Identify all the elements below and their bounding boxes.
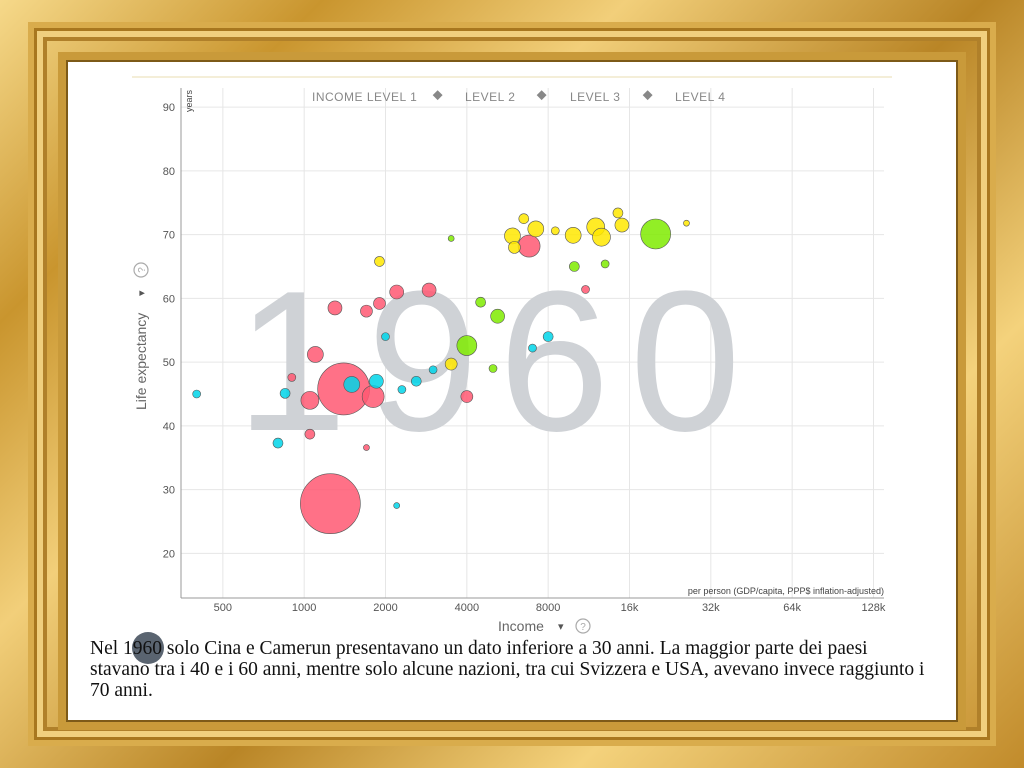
data-bubble — [456, 335, 478, 356]
x-axis-unit: per person (GDP/capita, PPP$ inflation-a… — [688, 586, 884, 596]
data-bubble — [343, 376, 361, 393]
data-bubble — [279, 388, 291, 399]
x-tick-label: 500 — [214, 602, 232, 614]
legend[interactable]: INCOME LEVEL 1 LEVEL 2 LEVEL 3 LEVEL 4 — [312, 90, 725, 104]
data-bubble — [527, 220, 545, 238]
data-bubble — [542, 331, 554, 342]
y-tick-label: 90 — [163, 102, 175, 114]
data-bubble — [300, 473, 361, 534]
data-bubble — [327, 300, 343, 316]
bubbles — [192, 207, 690, 534]
data-bubble — [369, 373, 384, 389]
data-bubble — [397, 385, 407, 394]
legend-item[interactable]: LEVEL 4 — [675, 90, 725, 104]
data-bubble — [192, 389, 201, 399]
data-bubble — [508, 241, 521, 254]
data-bubble — [490, 308, 505, 324]
data-bubble — [393, 502, 400, 509]
y-tick-label: 20 — [163, 548, 175, 560]
y-tick-label: 70 — [163, 230, 175, 242]
y-axis-help-icon[interactable] — [133, 262, 149, 278]
x-tick-label: 8000 — [536, 602, 560, 614]
data-bubble — [361, 385, 385, 408]
x-axis-help-icon[interactable] — [575, 618, 591, 634]
y-axis-unit: years — [184, 90, 194, 113]
grid-lines — [181, 88, 884, 598]
data-bubble — [304, 428, 316, 440]
x-tick-label: 64k — [783, 602, 801, 614]
data-bubble — [564, 226, 582, 244]
data-bubble — [460, 390, 474, 403]
data-bubble — [447, 235, 455, 242]
data-bubble — [272, 437, 284, 449]
y-tick-label: 40 — [163, 421, 175, 433]
data-bubble — [518, 213, 530, 224]
data-bubble — [600, 259, 610, 269]
y-tick-label: 80 — [163, 166, 175, 178]
data-bubble — [381, 332, 390, 341]
legend-item[interactable]: LEVEL 3 — [570, 90, 620, 104]
y-tick-label: 50 — [163, 357, 175, 369]
data-bubble — [363, 444, 370, 451]
data-bubble — [373, 297, 386, 310]
data-bubble — [444, 357, 458, 371]
x-axis-title[interactable]: Income ▾ ? — [498, 618, 591, 634]
x-axis-help-mark: ? — [580, 622, 586, 633]
data-bubble — [528, 343, 537, 353]
data-bubble — [488, 364, 498, 373]
data-bubble — [389, 284, 404, 300]
x-tick-label: 128k — [862, 602, 886, 614]
slide-canvas: 1960 500 1000 2000 4000 8000 16k 32k 64k 128k 20 3… — [76, 70, 940, 720]
data-bubble — [287, 373, 297, 382]
frame-molding-outer — [28, 22, 996, 746]
data-bubble — [683, 219, 690, 227]
axes: 500 1000 2000 4000 8000 16k 32k 64k 128k 20 30 40 50… — [163, 88, 886, 614]
data-bubble — [307, 346, 324, 363]
y-tick-label: 30 — [163, 485, 175, 497]
data-bubble — [640, 218, 671, 250]
data-bubble — [360, 304, 373, 318]
y-tick-label: 60 — [163, 293, 175, 305]
data-bubble — [614, 217, 630, 233]
gapminder-bubble-chart: 1960 500 1000 2000 4000 8000 16k 32k 64k 128k 20 3… — [132, 76, 892, 664]
legend-separator-diamond-icon — [642, 90, 653, 101]
data-bubble — [374, 256, 385, 267]
x-axis-label[interactable]: Income — [498, 618, 544, 634]
data-bubble — [475, 296, 486, 308]
play-button-partial[interactable] — [132, 632, 164, 664]
legend-item[interactable]: LEVEL 2 — [465, 90, 515, 104]
x-tick-label: 32k — [702, 602, 720, 614]
legend-separator-diamond-icon — [432, 90, 443, 101]
data-bubble — [581, 285, 590, 294]
data-bubble — [421, 282, 437, 298]
data-bubble — [428, 365, 438, 375]
data-bubble — [550, 226, 560, 236]
data-bubble — [592, 227, 611, 247]
data-bubble — [317, 362, 370, 416]
y-axis-title[interactable]: Life expectancy ▾ ? — [133, 262, 149, 410]
legend-item[interactable]: INCOME LEVEL 1 — [312, 90, 417, 104]
y-axis-label[interactable]: Life expectancy — [133, 313, 149, 410]
data-bubble — [410, 375, 422, 387]
x-tick-label: 1000 — [292, 602, 316, 614]
y-axis-help-mark: ? — [137, 267, 148, 273]
x-axis-dropdown-icon[interactable]: ▾ — [558, 621, 564, 633]
year-watermark: 1960 — [236, 250, 761, 473]
data-bubble — [569, 261, 580, 272]
data-bubble — [300, 391, 320, 410]
caption-text: Nel 1960 solo Cina e Camerun presentavan… — [90, 638, 925, 701]
x-tick-label: 16k — [621, 602, 639, 614]
data-bubble — [612, 207, 624, 219]
y-axis-dropdown-icon[interactable]: ▾ — [136, 290, 148, 296]
legend-separator-diamond-icon — [536, 90, 547, 101]
x-tick-label: 4000 — [455, 602, 479, 614]
x-tick-label: 2000 — [373, 602, 397, 614]
data-bubble — [517, 234, 541, 258]
